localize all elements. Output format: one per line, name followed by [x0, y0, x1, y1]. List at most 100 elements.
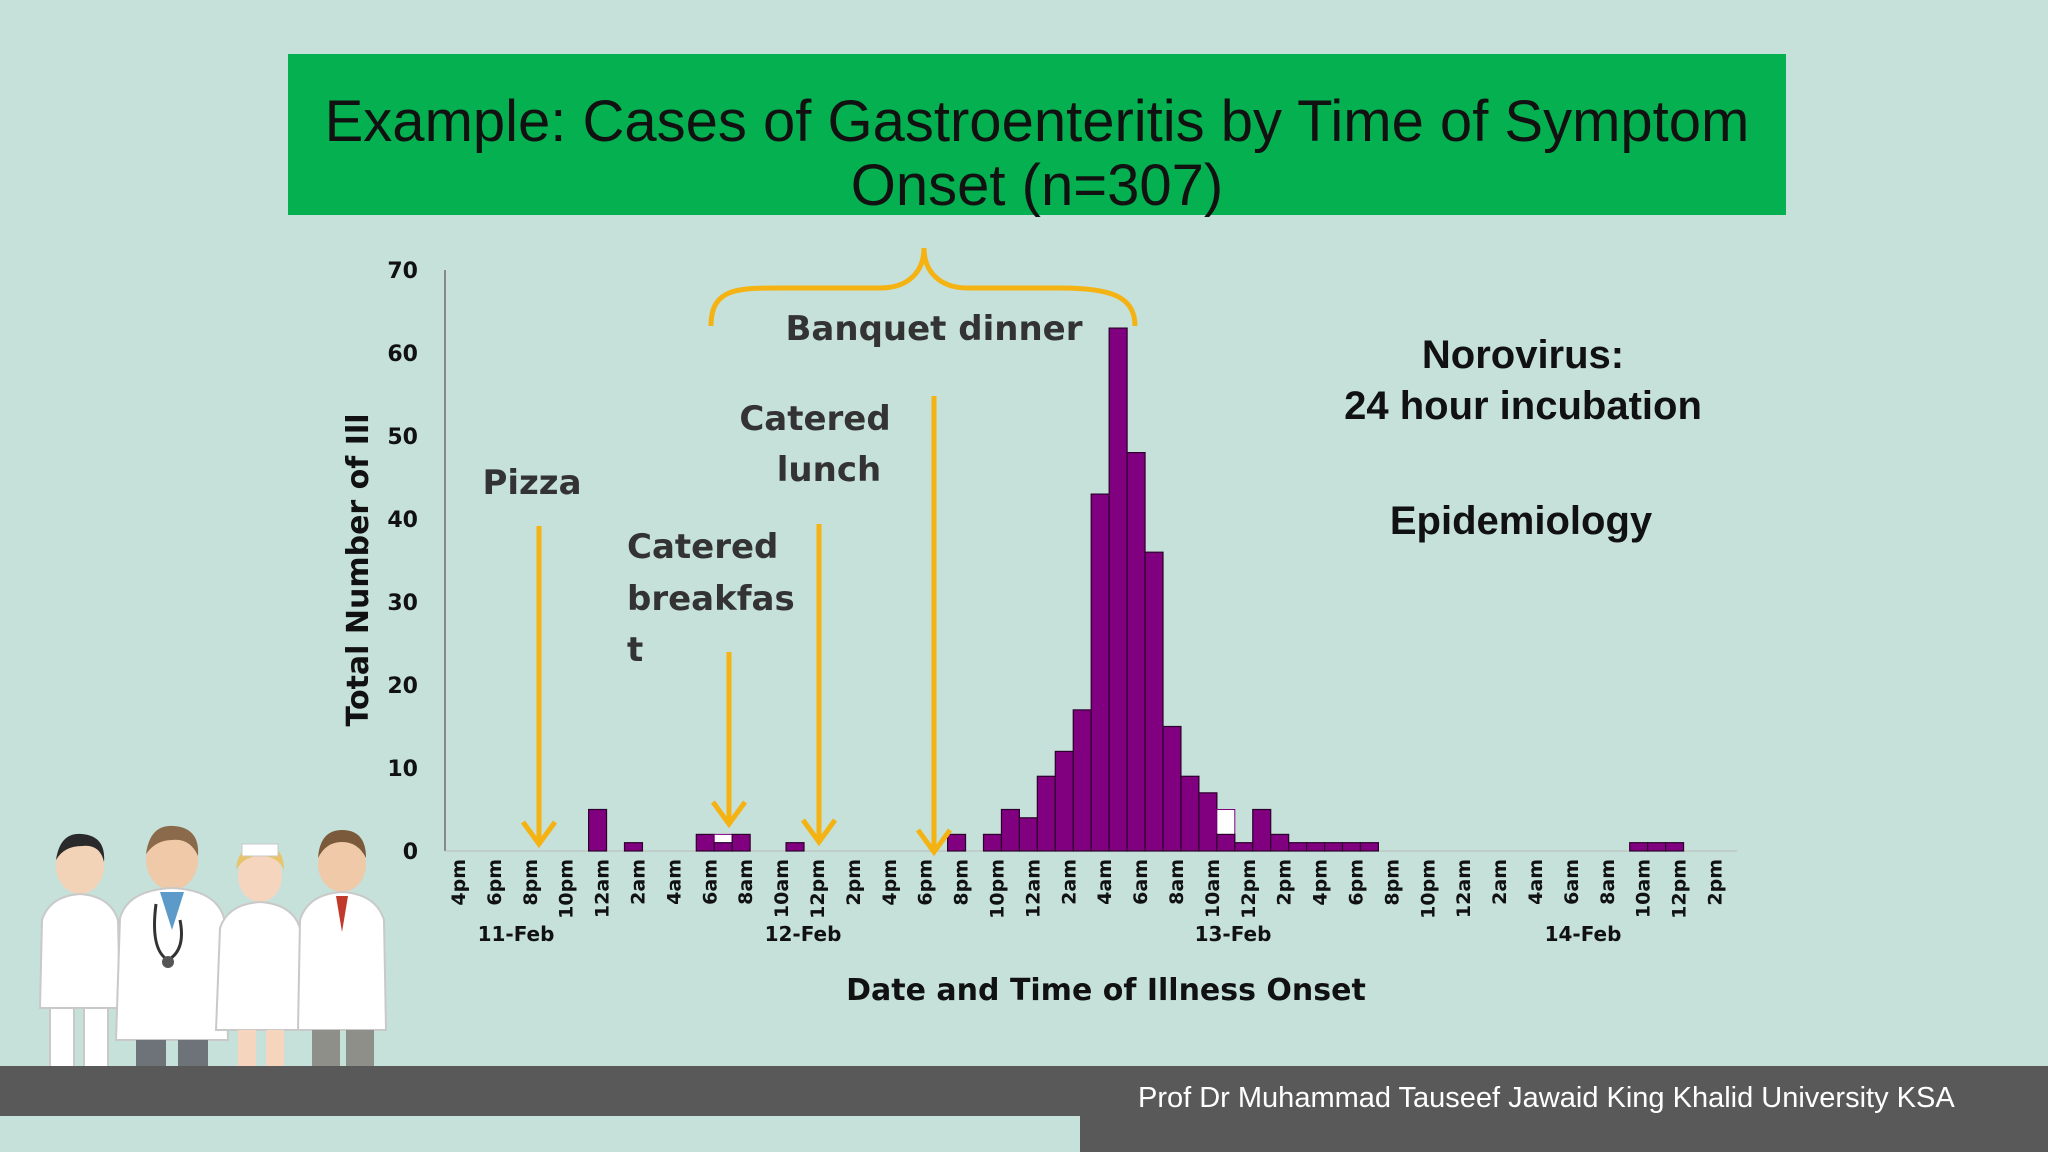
x-tick-label: 2pm — [1704, 859, 1726, 906]
x-tick-label: 4pm — [879, 859, 901, 906]
chart-ticks: 0 10 20 30 40 50 60 70 4pm 6pm 8pm 10pm 12am 2am 4am 6a… — [387, 259, 1726, 946]
y-tick-label: 0 — [403, 840, 418, 865]
bar — [785, 842, 805, 852]
y-tick-label: 60 — [387, 342, 418, 367]
bar — [587, 808, 608, 852]
chart-bars — [587, 327, 1685, 852]
staff-figure-3 — [214, 843, 306, 1105]
x-tick-label: 4am — [1525, 859, 1547, 905]
x-tick-label: 10pm — [1417, 859, 1439, 919]
bar — [1126, 452, 1146, 852]
annotation-pizza: Pizza — [482, 463, 581, 503]
arrowhead-lunch — [800, 818, 838, 847]
side-note-incubation: 24 hour incubation — [1344, 384, 1702, 428]
x-tick-label: 12pm — [1238, 859, 1260, 919]
side-notes: Norovirus: 24 hour incubation Epidemiolo… — [1344, 333, 1702, 543]
x-tick-label: 2am — [1489, 859, 1511, 905]
x-tick-label: 2pm — [843, 859, 865, 906]
x-tick-label: 12pm — [1669, 859, 1691, 919]
bar — [1664, 842, 1685, 852]
x-axis-title: Date and Time of Illness Onset — [846, 973, 1366, 1008]
bracket-banquet — [708, 247, 1138, 327]
title-line-1: Example: Cases of Gastroenteritis by Tim… — [324, 89, 1750, 154]
arrowhead-pizza — [520, 820, 558, 849]
bar — [1234, 842, 1254, 852]
annotation-breakfast-1: Catered — [627, 527, 778, 567]
arrowhead-breakfast — [710, 800, 748, 829]
bar — [713, 842, 733, 852]
x-tick-label: 10am — [1202, 859, 1224, 918]
y-tick-label: 30 — [387, 591, 418, 616]
bar — [1000, 808, 1021, 852]
bar — [731, 833, 751, 852]
x-tick-label: 8pm — [951, 859, 973, 906]
x-tick-label: 6am — [1130, 859, 1152, 905]
x-tick-label: 12am — [1022, 859, 1044, 918]
y-tick-label: 20 — [387, 674, 418, 699]
bar — [1216, 833, 1236, 852]
bar — [946, 833, 967, 852]
x-tick-label: 12pm — [807, 859, 829, 919]
title-line-2: Onset (n=307) — [850, 153, 1224, 218]
bar — [1270, 833, 1290, 852]
x-tick-label: 4pm — [448, 859, 470, 906]
x-tick-label: 8pm — [1381, 859, 1403, 906]
side-note-epidemiology: Epidemiology — [1390, 499, 1653, 543]
x-tick-label: 6am — [1561, 859, 1583, 905]
bar — [1629, 842, 1649, 852]
bar — [1072, 709, 1092, 852]
x-tick-label: 10pm — [986, 859, 1008, 919]
bar — [695, 833, 715, 852]
annotation-breakfast-3: t — [627, 630, 643, 670]
y-tick-label: 40 — [387, 508, 418, 533]
bar — [1144, 551, 1164, 852]
date-label: 11-Feb — [478, 922, 555, 946]
x-tick-label: 4am — [663, 859, 685, 905]
y-tick-label: 70 — [387, 259, 418, 284]
bar — [1198, 792, 1218, 852]
bar — [1162, 725, 1182, 852]
bar — [1108, 327, 1128, 852]
staff-figure-4 — [296, 830, 388, 1106]
bar — [1054, 750, 1074, 852]
bar — [1288, 842, 1308, 852]
y-tick-label: 10 — [387, 757, 418, 782]
footer-credit-box — [1080, 1066, 2048, 1152]
x-tick-label: 6pm — [484, 859, 506, 906]
bar — [1036, 775, 1056, 852]
bar — [1305, 842, 1326, 852]
x-tick-label: 2pm — [1274, 859, 1296, 906]
bar — [1180, 775, 1200, 852]
x-tick-label: 6pm — [915, 859, 937, 906]
chart-annotations: Pizza Catered breakfas t Catered lunch B… — [482, 247, 1138, 857]
x-tick-label: 12am — [592, 859, 614, 918]
x-tick-label: 8am — [735, 859, 757, 905]
bar — [1341, 842, 1362, 852]
x-tick-label: 12am — [1453, 859, 1475, 918]
bar — [1647, 842, 1667, 852]
annotation-banquet: Banquet dinner — [786, 309, 1083, 349]
x-tick-label: 6pm — [1345, 859, 1367, 906]
x-tick-label: 4pm — [1310, 859, 1332, 906]
annotation-lunch-2: lunch — [777, 450, 881, 490]
x-tick-label: 10am — [771, 859, 793, 918]
date-label: 12-Feb — [765, 922, 842, 946]
x-tick-label: 10pm — [556, 859, 578, 919]
y-axis-title: Total Number of Ill — [341, 413, 376, 726]
bar — [1359, 842, 1379, 852]
side-note-norovirus: Norovirus: — [1422, 333, 1624, 377]
x-tick-label: 4am — [1094, 859, 1116, 905]
annotation-breakfast-2: breakfas — [627, 579, 795, 619]
date-label: 13-Feb — [1195, 922, 1272, 946]
arrowhead-banquet — [915, 828, 953, 857]
footer-credit: Prof Dr Muhammad Tauseef Jawaid King Kha… — [1138, 1082, 1955, 1114]
x-tick-label: 8pm — [520, 859, 542, 906]
x-tick-label: 2am — [1058, 859, 1080, 905]
bar — [623, 842, 644, 852]
x-tick-label: 2am — [627, 859, 649, 905]
bar — [1323, 842, 1344, 852]
date-label: 14-Feb — [1545, 922, 1622, 946]
bar — [1090, 493, 1110, 852]
bar — [1018, 817, 1038, 852]
